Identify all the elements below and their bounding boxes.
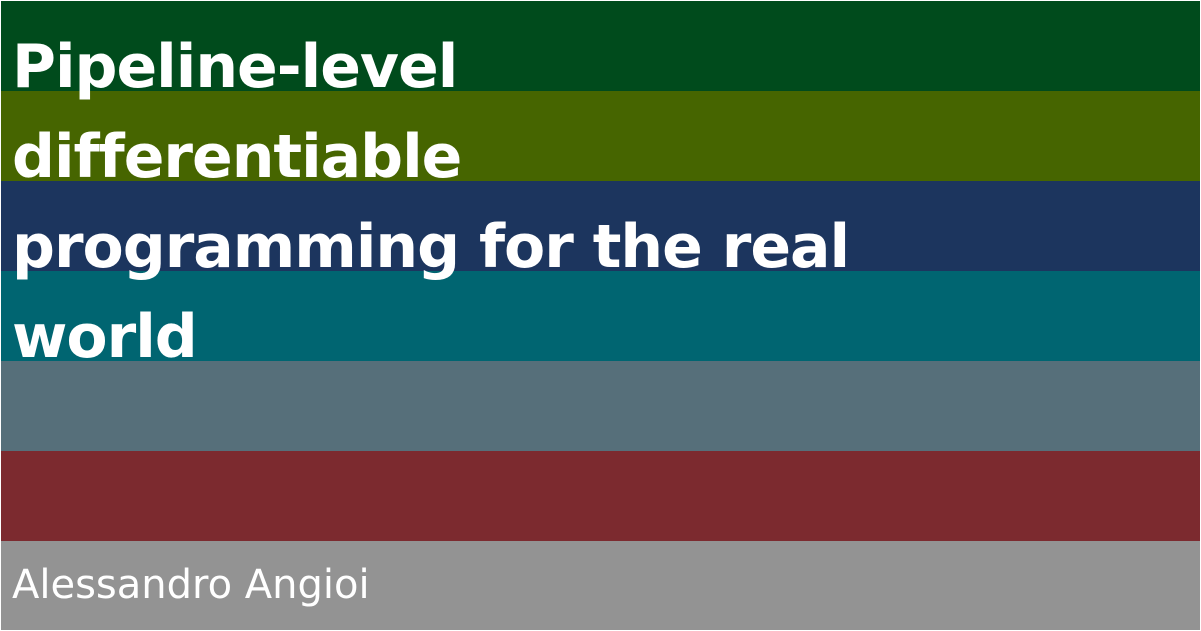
stripe-olive-green bbox=[1, 91, 1200, 181]
stripe-navy-blue bbox=[1, 181, 1200, 271]
title-line: Pipeline-level bbox=[12, 32, 458, 102]
title-line: world bbox=[12, 302, 198, 372]
title-line: programming for the real bbox=[12, 212, 850, 282]
title-line: differentiable bbox=[12, 122, 462, 192]
stripe-teal bbox=[1, 271, 1200, 361]
stripe-dark-green bbox=[1, 1, 1200, 91]
stripe-slate-gray bbox=[1, 361, 1200, 451]
stripe-maroon bbox=[1, 451, 1200, 541]
author-name: Alessandro Angioi bbox=[12, 562, 370, 608]
stripe-gray bbox=[1, 541, 1200, 630]
page-title: Pipeline-level differentiable programmin… bbox=[12, 22, 1162, 382]
